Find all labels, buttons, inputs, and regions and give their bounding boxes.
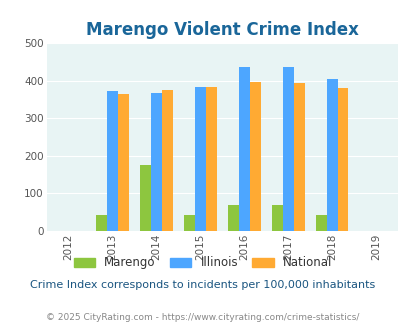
Bar xyxy=(326,79,337,231)
Bar xyxy=(249,82,260,231)
Bar xyxy=(151,92,162,231)
Text: © 2025 CityRating.com - https://www.cityrating.com/crime-statistics/: © 2025 CityRating.com - https://www.city… xyxy=(46,313,359,322)
Text: Crime Index corresponds to incidents per 100,000 inhabitants: Crime Index corresponds to incidents per… xyxy=(30,280,375,290)
Legend: Marengo, Illinois, National: Marengo, Illinois, National xyxy=(69,252,336,274)
Bar xyxy=(271,205,282,231)
Bar xyxy=(315,215,326,231)
Bar xyxy=(282,67,293,231)
Bar xyxy=(118,94,129,231)
Bar xyxy=(337,88,347,231)
Bar xyxy=(140,165,151,231)
Bar xyxy=(293,83,304,231)
Bar xyxy=(238,67,249,231)
Title: Marengo Violent Crime Index: Marengo Violent Crime Index xyxy=(85,20,358,39)
Bar xyxy=(183,215,194,231)
Bar xyxy=(96,215,107,231)
Bar xyxy=(205,87,216,231)
Bar xyxy=(162,90,173,231)
Bar xyxy=(107,91,118,231)
Bar xyxy=(227,205,238,231)
Bar xyxy=(194,87,205,231)
